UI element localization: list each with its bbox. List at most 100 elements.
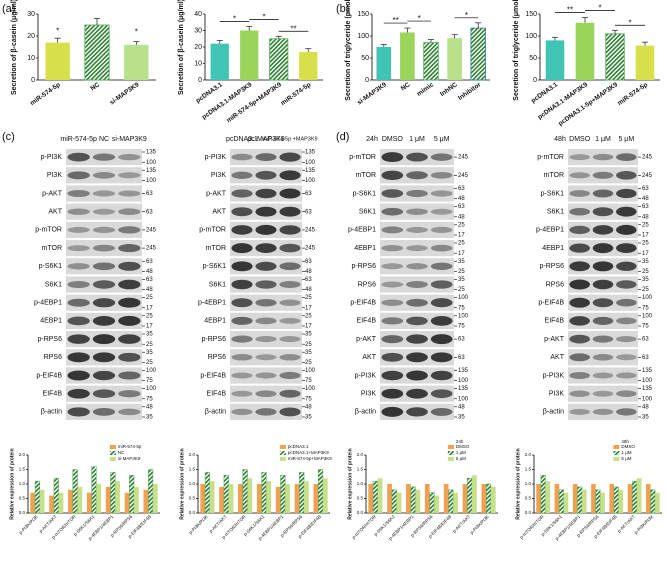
bar	[200, 484, 206, 513]
mw-marker: 135	[146, 168, 157, 174]
blot-band	[569, 243, 590, 253]
row-label: p-PI3K	[205, 154, 227, 161]
mw-marker: 35	[305, 415, 312, 421]
bar	[467, 477, 473, 514]
mw-marker: 63	[305, 191, 312, 197]
blot-band	[592, 316, 614, 325]
row-label: β-actin	[543, 409, 564, 416]
mw-marker: 100	[305, 160, 316, 166]
blot-band	[67, 208, 90, 215]
blot-band	[406, 263, 428, 270]
bar	[372, 480, 379, 514]
blot-band	[592, 298, 614, 308]
y-tick-label: 50	[529, 55, 537, 62]
mw-marker: 48	[146, 404, 153, 410]
blot-band	[616, 170, 637, 180]
row-label: p-4EBP1	[348, 227, 376, 234]
legend-swatch	[613, 445, 620, 449]
mw-marker: 100	[458, 396, 469, 402]
row-label: RPS6	[546, 281, 564, 288]
blot-band	[616, 280, 637, 289]
mw-marker: 17	[305, 324, 312, 330]
blot-band	[430, 280, 453, 289]
blot-band	[231, 279, 253, 290]
blot-band	[255, 170, 277, 180]
x-tick-label: NC	[400, 81, 412, 92]
blot-band	[592, 243, 614, 254]
y-tick-label: 0.0	[19, 510, 26, 515]
blot-band	[381, 226, 404, 234]
mw-marker: 35	[305, 332, 312, 338]
row-label: p-mTOR	[35, 227, 62, 234]
blot-band	[255, 153, 277, 162]
bar	[84, 24, 110, 81]
mw-marker: 63	[146, 191, 153, 197]
mw-marker: 63	[305, 277, 312, 283]
blot-band	[231, 207, 253, 217]
legend-label: 1 μM	[621, 450, 631, 455]
blot-band	[592, 261, 614, 272]
blot-band	[569, 353, 590, 362]
bar	[635, 45, 655, 80]
bar	[317, 469, 324, 514]
row-label: mTOR	[42, 245, 62, 252]
bar	[490, 486, 496, 513]
blot-band	[381, 317, 404, 325]
blot-band	[118, 190, 141, 197]
blot-band	[616, 224, 637, 235]
row-label: p-EIF4B	[538, 300, 564, 307]
bar	[304, 481, 309, 513]
bar	[415, 489, 421, 513]
bar	[582, 489, 587, 513]
blot-band	[279, 243, 301, 253]
blot-background	[66, 221, 142, 238]
bar	[219, 486, 224, 513]
blot-band	[430, 407, 453, 416]
blot-band	[616, 188, 637, 199]
bar	[609, 484, 614, 513]
blot-background	[380, 258, 454, 275]
mw-marker: 75	[642, 324, 649, 330]
blot-band	[592, 279, 614, 290]
panel-label: (a)	[2, 3, 15, 15]
row-label: p-4EBP1	[198, 300, 226, 307]
blot-band	[592, 225, 614, 235]
row-label: p-AKT	[206, 190, 227, 197]
bar	[39, 489, 45, 513]
blot-band	[430, 226, 453, 233]
significance-label: *	[233, 14, 236, 23]
bar	[49, 495, 54, 513]
blot-background	[66, 240, 142, 257]
blot-band	[569, 390, 590, 397]
column-header: 5 μM	[618, 136, 634, 143]
row-label: S6K1	[45, 281, 62, 288]
blot-background	[568, 149, 638, 166]
blot-band	[118, 297, 141, 308]
blot-background	[66, 203, 142, 220]
row-label: p-AKT	[356, 336, 377, 343]
row-label: 4EBP1	[354, 245, 376, 252]
bar	[600, 492, 605, 513]
legend-swatch	[109, 451, 116, 455]
y-tick-label: 0.0	[357, 510, 364, 515]
blot-background	[380, 240, 454, 257]
mw-marker: 245	[305, 227, 316, 233]
row-label: PI3K	[361, 391, 377, 398]
blot-band	[279, 407, 301, 417]
blot-band	[92, 334, 116, 345]
mw-marker: 25	[305, 295, 312, 301]
mw-marker: 35	[146, 415, 153, 421]
x-tick-label: p-AKT/AKT	[38, 514, 58, 534]
y-tick-label: 100	[525, 33, 537, 40]
row-label: p-S6K1	[203, 263, 226, 270]
mw-marker: 35	[146, 332, 153, 338]
row-label: p-RPS6	[201, 336, 226, 343]
mw-marker: 100	[305, 386, 316, 392]
legend-label: miR-574-5p+MAP3K9	[288, 456, 332, 461]
row-label: p-EIF4B	[36, 372, 62, 379]
bar	[275, 486, 281, 513]
blot-band	[92, 280, 116, 289]
blot-band	[231, 225, 253, 235]
blot-band	[67, 189, 90, 198]
mw-marker: 17	[458, 233, 465, 239]
